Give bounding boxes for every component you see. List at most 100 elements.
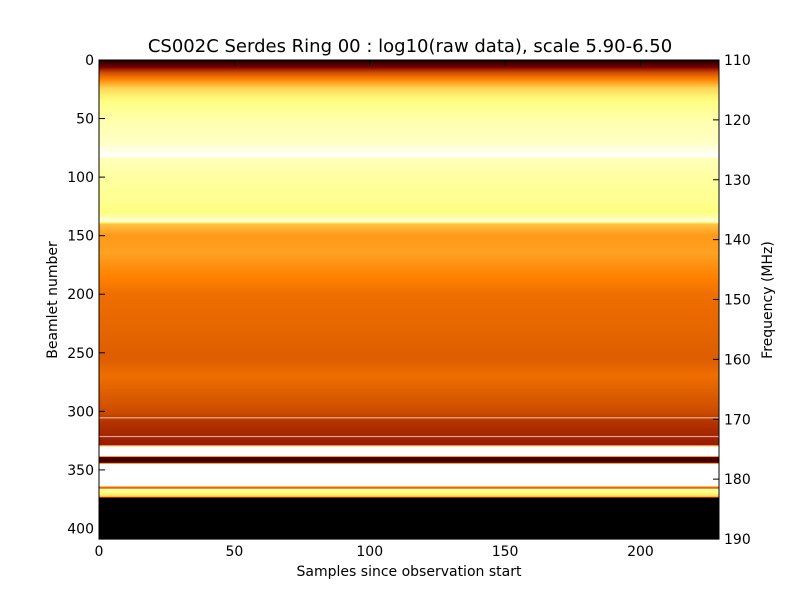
heatmap-row <box>99 246 719 248</box>
heatmap-row <box>99 493 719 496</box>
heatmap-row <box>99 296 719 299</box>
heatmap-row <box>99 83 719 86</box>
heatmap-row <box>99 199 719 202</box>
heatmap-row <box>99 140 719 143</box>
heatmap-row <box>99 138 719 141</box>
heatmap-row <box>99 214 719 217</box>
heatmap-row <box>99 330 719 333</box>
heatmap-row <box>99 311 719 314</box>
heatmap-row <box>99 145 719 148</box>
heatmap-row <box>99 342 719 345</box>
heatmap-row <box>99 86 719 89</box>
heatmap-row <box>99 185 719 188</box>
heatmap-row <box>99 457 719 459</box>
heatmap-row <box>99 85 719 88</box>
heatmap-row <box>99 426 719 429</box>
heatmap-row <box>99 197 719 199</box>
heatmap-row <box>99 404 719 407</box>
heatmap-row <box>99 104 719 107</box>
heatmap-row <box>99 223 719 226</box>
heatmap-row <box>99 64 719 67</box>
heatmap-row <box>99 120 719 123</box>
saturated-row <box>99 156 719 158</box>
heatmap-row <box>99 376 719 378</box>
heatmap-row <box>99 371 719 374</box>
heatmap-row <box>99 170 719 172</box>
heatmap-row <box>99 309 719 312</box>
heatmap-row <box>99 247 719 250</box>
y-tick-label-left: 350 <box>67 463 94 479</box>
heatmap-row <box>99 62 719 65</box>
heatmap-row <box>99 123 719 126</box>
heatmap-row <box>99 348 719 350</box>
heatmap-row <box>99 413 719 416</box>
heatmap-row <box>99 328 719 330</box>
heatmap-row <box>99 384 719 387</box>
heatmap-row <box>99 397 719 400</box>
heatmap-row <box>99 163 719 165</box>
low-signal-band <box>99 498 719 539</box>
heatmap-row <box>99 346 719 349</box>
heatmap-row <box>99 260 719 263</box>
heatmap-row <box>99 286 719 288</box>
heatmap-row <box>99 193 719 196</box>
heatmap-row <box>99 387 719 390</box>
heatmap-row <box>99 490 719 493</box>
heatmap-row <box>99 110 719 113</box>
heatmap-row <box>99 409 719 411</box>
y-tick-label-right: 110 <box>724 53 751 69</box>
heatmap-row <box>99 75 719 77</box>
heatmap-row <box>99 189 719 192</box>
heatmap-row <box>99 352 719 355</box>
heatmap-row <box>99 141 719 144</box>
heatmap-row <box>99 298 719 301</box>
heatmap-row <box>99 356 719 359</box>
heatmap-row <box>99 460 719 463</box>
heatmap-row <box>99 67 719 69</box>
x-tick-label: 150 <box>492 544 519 560</box>
heatmap-row <box>99 206 719 209</box>
heatmap-row <box>99 205 719 207</box>
heatmap-row <box>99 439 719 442</box>
heatmap-row <box>99 202 719 205</box>
heatmap-row <box>99 287 719 289</box>
heatmap-row <box>99 153 719 156</box>
heatmap-row <box>99 126 719 129</box>
plot-area <box>99 60 719 540</box>
heatmap-row <box>99 127 719 130</box>
heatmap-row <box>99 495 719 498</box>
heatmap-row <box>99 105 719 108</box>
heatmap-row <box>99 345 719 348</box>
heatmap-row <box>99 282 719 285</box>
heatmap-row <box>99 164 719 167</box>
heatmap-row <box>99 291 719 294</box>
heatmap-row <box>99 401 719 404</box>
heatmap-row <box>99 261 719 264</box>
heatmap-row <box>99 232 719 234</box>
heatmap-row <box>99 168 719 171</box>
heatmap-row <box>99 458 719 460</box>
heatmap-row <box>99 280 719 282</box>
y-tick-label-left: 100 <box>67 170 94 186</box>
heatmap-row <box>99 378 719 381</box>
heatmap-row <box>99 219 719 222</box>
x-tick-label: 100 <box>356 544 383 560</box>
heatmap-row <box>99 186 719 189</box>
heatmap-row <box>99 88 719 90</box>
heatmap-row <box>99 82 719 85</box>
y-tick-label-right: 130 <box>724 173 751 189</box>
heatmap-row <box>99 233 719 236</box>
heatmap-row <box>99 99 719 102</box>
heatmap-row <box>99 316 719 319</box>
heatmap-row <box>99 424 719 426</box>
heatmap-row <box>99 343 719 346</box>
heatmap-row <box>99 213 719 216</box>
saturated-band <box>99 446 719 456</box>
heatmap-row <box>99 137 719 140</box>
heatmap-row <box>99 204 719 206</box>
chart-title: CS002C Serdes Ring 00 : log10(raw data),… <box>148 36 672 57</box>
heatmap-row <box>99 256 719 259</box>
heatmap-row <box>99 379 719 382</box>
heatmap-row <box>99 396 719 398</box>
heatmap-row <box>99 93 719 96</box>
